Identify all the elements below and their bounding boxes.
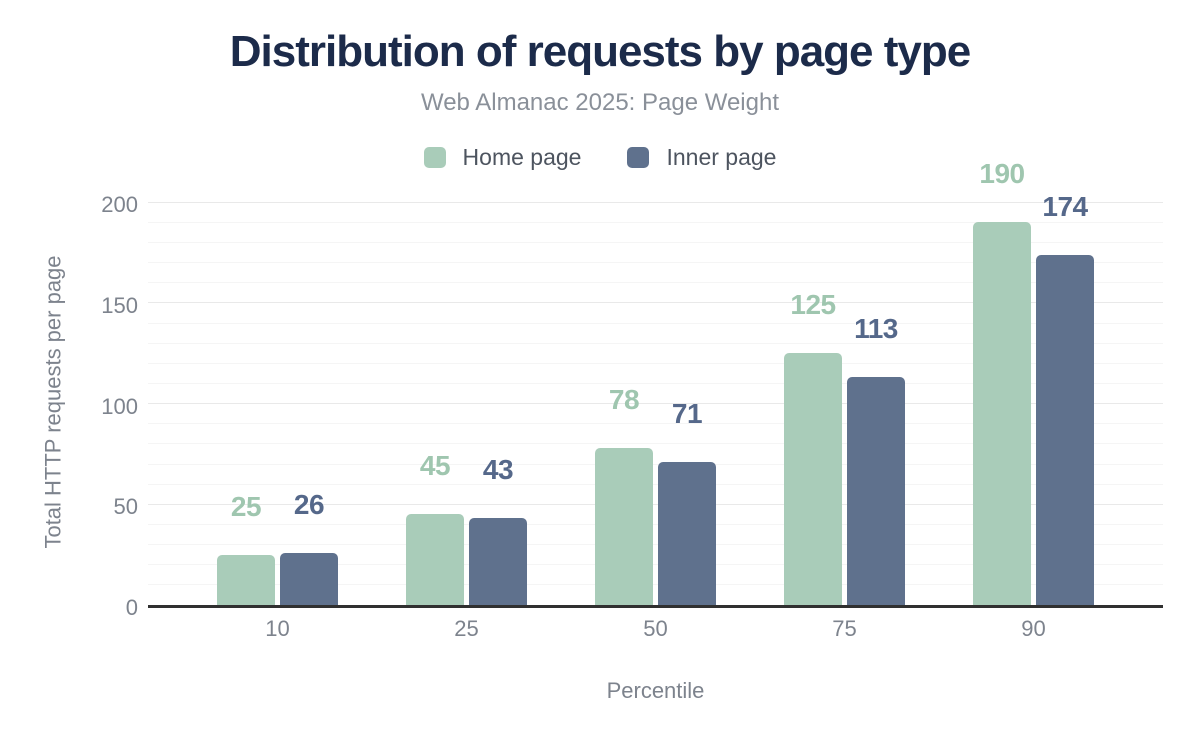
gridline-minor: [148, 342, 1163, 344]
gridline-minor: [148, 362, 1163, 364]
gridline-minor: [148, 564, 1163, 566]
y-tick-label: 150: [101, 292, 138, 318]
y-tick-label: 0: [125, 595, 138, 620]
bar-group-25: 45 43: [372, 185, 561, 605]
bar-inner-page: [280, 552, 338, 605]
legend: Home page Inner page: [0, 144, 1200, 171]
legend-label: Inner page: [666, 144, 777, 170]
y-tick-label: 100: [101, 393, 138, 419]
legend-item-inner-page[interactable]: Inner page: [627, 144, 776, 171]
bar-inner-page: [1036, 254, 1094, 605]
gridline-major: [148, 503, 1163, 505]
bar-value-label: 78: [608, 383, 640, 415]
bar-home-page: [217, 554, 275, 605]
gridline-minor: [148, 241, 1163, 243]
bar-value-label: 26: [293, 488, 325, 520]
gridline-minor: [148, 544, 1163, 546]
plot-area: 25 26 45 43 78 71 125 113 190 174: [148, 160, 1163, 608]
bar-home-page: [406, 514, 464, 605]
bar-value-label: 45: [419, 450, 451, 482]
chart-subtitle: Web Almanac 2025: Page Weight: [420, 89, 779, 116]
bar-group-75: 125 113: [750, 185, 939, 605]
x-tick-label: 25: [454, 616, 479, 641]
bar-inner-page: [847, 377, 905, 605]
bar-group-50: 78 71: [561, 185, 750, 605]
y-tick-label: 200: [101, 192, 138, 218]
x-tick-label: 10: [265, 616, 290, 641]
bar-inner-page: [469, 518, 527, 605]
bars-layer: 25 26 45 43 78 71 125 113 190 174: [183, 160, 1128, 605]
x-tick-label: 90: [1021, 616, 1046, 641]
gridline-minor: [148, 382, 1163, 384]
legend-item-home-page[interactable]: Home page: [423, 144, 582, 171]
legend-label: Home page: [462, 144, 582, 170]
bar-home-page: [973, 222, 1031, 605]
bar-inner-page: [658, 462, 716, 605]
bar-value-label: 190: [979, 158, 1025, 190]
x-axis-ticks: 10 25 50 75 90: [183, 617, 1128, 641]
gridline-major: [148, 201, 1163, 203]
bar-value-label: 25: [230, 490, 262, 522]
gridline-minor: [148, 483, 1163, 485]
gridline-minor: [148, 423, 1163, 425]
bar-value-label: 174: [1042, 190, 1088, 222]
gridline-minor: [148, 584, 1163, 586]
x-tick-label: 75: [832, 616, 857, 641]
gridline-minor: [148, 322, 1163, 324]
y-tick-label: 50: [113, 494, 138, 520]
gridline-minor: [148, 443, 1163, 445]
gridline-minor: [148, 463, 1163, 465]
bar-value-label: 113: [854, 313, 898, 345]
y-axis-ticks: 0 50 100 150 200: [0, 185, 138, 620]
bar-home-page: [784, 353, 842, 605]
bar-group-90: 190 174: [939, 160, 1128, 605]
gridline-minor: [148, 221, 1163, 223]
x-tick-label: 50: [643, 616, 668, 641]
gridline-major: [148, 302, 1163, 304]
legend-swatch-icon: [423, 147, 446, 168]
chart-title: Distribution of requests by page type: [229, 27, 971, 76]
bar-value-label: 43: [482, 454, 514, 486]
gridline-minor: [148, 523, 1163, 525]
gridline-minor: [148, 282, 1163, 284]
x-axis-title: Percentile: [606, 678, 705, 703]
gridline-minor: [148, 262, 1163, 264]
bar-value-label: 71: [671, 398, 703, 429]
gridline-major: [148, 403, 1163, 405]
bar-group-10: 25 26: [183, 185, 372, 605]
bar-value-label: 125: [790, 289, 836, 321]
legend-swatch-icon: [627, 147, 650, 168]
bar-home-page: [595, 447, 653, 605]
